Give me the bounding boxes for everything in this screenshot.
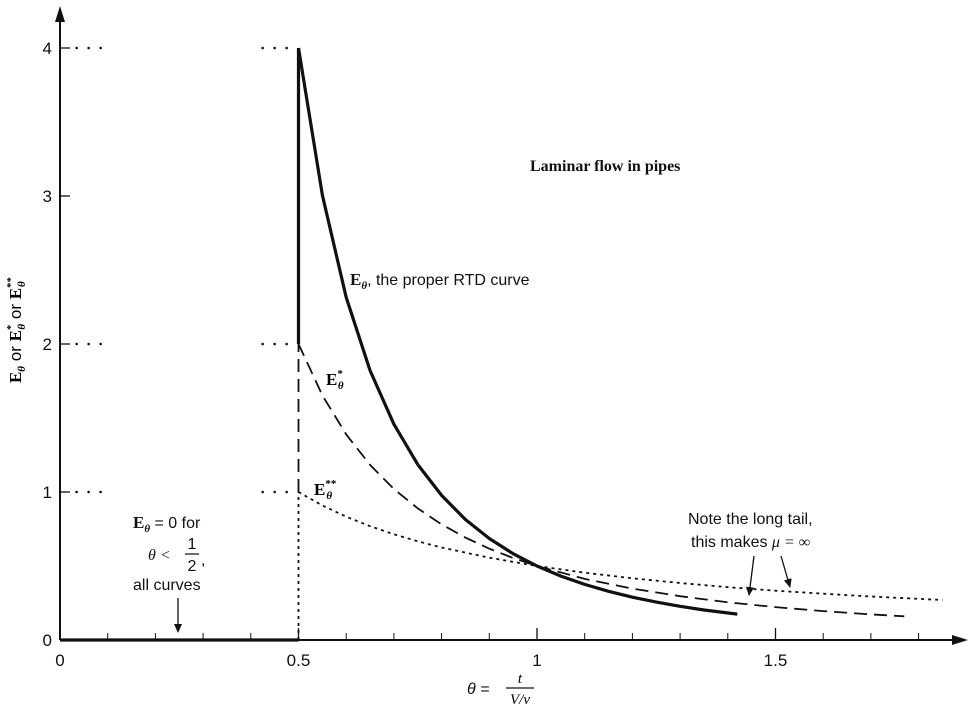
svg-text:this makes μ = ∞: this makes μ = ∞ bbox=[691, 534, 810, 551]
y-axis-arrow-icon bbox=[55, 6, 65, 22]
tail-note-arrow-1 bbox=[746, 555, 755, 596]
svg-text:Eθ = 0 for: Eθ = 0 for bbox=[133, 513, 201, 535]
level-dot bbox=[75, 490, 78, 494]
x-axis-label: θ = t V/v bbox=[467, 671, 534, 708]
zero-note: Eθ = 0 for θ < 1 2 , all curves bbox=[133, 513, 205, 594]
svg-text:Note the long tail,: Note the long tail, bbox=[688, 511, 813, 528]
level-dot bbox=[273, 46, 276, 50]
level-dot bbox=[273, 490, 276, 494]
ticks-layer: 0 0.5 1 1.5 0 1 2 3 4 bbox=[43, 39, 920, 670]
e-theta-star-label: E* θ bbox=[326, 368, 344, 392]
y-tick-label: 0 bbox=[43, 631, 52, 650]
y-tick-label: 1 bbox=[43, 483, 52, 502]
half-numerator: 1 bbox=[188, 536, 197, 553]
tail-note-arrow-2 bbox=[780, 555, 792, 588]
level-dot bbox=[99, 342, 102, 346]
x-tick-label: 0 bbox=[55, 651, 64, 670]
series-layer bbox=[60, 47, 943, 642]
e-theta-curve-label: Eθ, the proper RTD curve bbox=[350, 270, 530, 292]
x-axis-arrow-icon bbox=[952, 635, 968, 645]
level-dot bbox=[285, 46, 288, 50]
x-label-denominator: V/v bbox=[510, 692, 530, 708]
x-tick-label: 0.5 bbox=[287, 651, 311, 670]
level-dot bbox=[87, 342, 90, 346]
level-dot bbox=[261, 490, 264, 494]
y-tick-label: 3 bbox=[43, 187, 52, 206]
level-dot bbox=[75, 342, 78, 346]
level-dot bbox=[99, 490, 102, 494]
level-dot bbox=[285, 342, 288, 346]
tail-note: Note the long tail, this makes μ = ∞ bbox=[688, 511, 813, 551]
x-tick-label: 1 bbox=[532, 651, 541, 670]
x-label-numerator: t bbox=[518, 671, 523, 687]
level-markers-layer bbox=[75, 46, 288, 494]
level-dot bbox=[99, 46, 102, 50]
all-curves-text: all curves bbox=[133, 577, 201, 594]
level-dot bbox=[273, 342, 276, 346]
y-axis-label: Eθ or E*θ or E**θ bbox=[5, 276, 28, 383]
y-tick-label: 2 bbox=[43, 335, 52, 354]
e-theta-double-star-label: E** θ bbox=[314, 478, 337, 502]
series-line-dashed-1 bbox=[297, 343, 905, 618]
half-denominator: 2 bbox=[188, 558, 197, 575]
level-dot bbox=[261, 342, 264, 346]
svg-text:θ <: θ < bbox=[148, 547, 171, 564]
chart-title: Laminar flow in pipes bbox=[530, 158, 680, 175]
level-dot bbox=[75, 46, 78, 50]
series-line-dotted-2 bbox=[298, 491, 943, 601]
svg-text:,: , bbox=[201, 552, 205, 569]
level-dot bbox=[87, 46, 90, 50]
series-line-solid-0 bbox=[296, 47, 738, 616]
level-dot bbox=[285, 490, 288, 494]
level-dot bbox=[261, 46, 264, 50]
svg-text:θ =: θ = bbox=[467, 681, 489, 698]
x-tick-label: 1.5 bbox=[764, 651, 788, 670]
level-dot bbox=[87, 490, 90, 494]
y-tick-label: 4 bbox=[43, 39, 52, 58]
